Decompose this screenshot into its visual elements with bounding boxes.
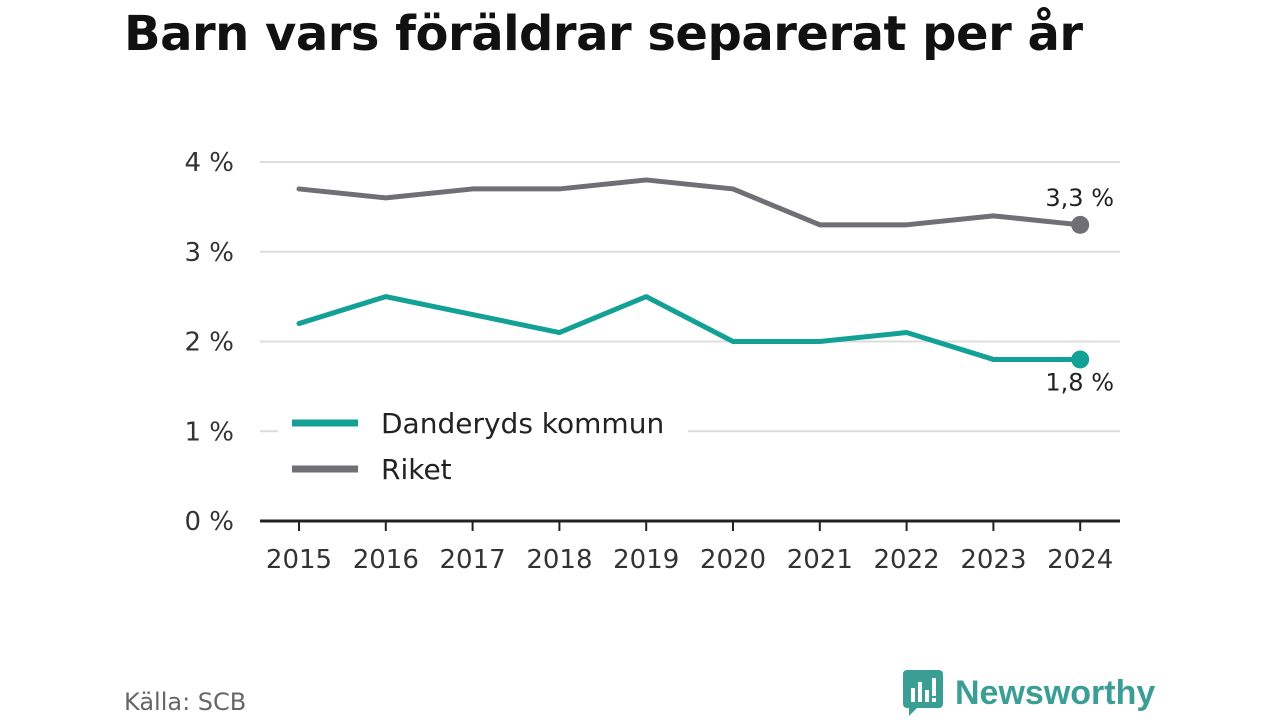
x-tick-label: 2017 [440, 545, 506, 575]
brand-name: Newsworthy [955, 673, 1156, 712]
y-tick-label: 0 % [184, 507, 234, 537]
x-tick-label: 2024 [1047, 545, 1113, 575]
series-line [296, 294, 1083, 362]
x-tick-label: 2023 [960, 545, 1026, 575]
source-note: Källa: SCB [124, 688, 247, 716]
legend-label: Danderyds kommun [381, 407, 664, 440]
end-value-label: 1,8 % [1045, 368, 1114, 396]
y-tick-label: 1 % [184, 417, 234, 447]
x-tick-label: 2015 [266, 545, 332, 575]
data-point [1071, 215, 1090, 234]
x-tick-label: 2019 [613, 545, 679, 575]
x-tick-label: 2020 [700, 545, 766, 575]
y-tick-label: 3 % [184, 238, 234, 268]
series-line [296, 177, 1083, 228]
chart-title: Barn vars föräldrar separerat per år [124, 6, 1083, 62]
x-tick-label: 2021 [787, 545, 853, 575]
x-tick-label: 2022 [874, 545, 940, 575]
series-lines: 1,8 % 3,3 % [296, 177, 1114, 396]
y-tick-label: 2 % [184, 328, 234, 358]
brand-logo: Newsworthy [903, 670, 1155, 716]
end-value-label: 3,3 % [1045, 184, 1114, 212]
legend: Danderyds kommun Riket [278, 400, 688, 500]
newsworthy-logo-icon [903, 670, 943, 716]
legend-background [278, 400, 688, 500]
x-tick-label: 2016 [353, 545, 419, 575]
x-tick-label: 2018 [526, 545, 592, 575]
legend-label: Riket [381, 453, 452, 486]
data-point [1071, 350, 1090, 369]
x-axis: 2015 2016 2017 2018 2019 2020 2021 2022 2023 2024 [260, 519, 1120, 575]
y-axis: 0 % 1 % 2 % 3 % 4 % [184, 148, 234, 537]
y-tick-label: 4 % [184, 148, 234, 178]
